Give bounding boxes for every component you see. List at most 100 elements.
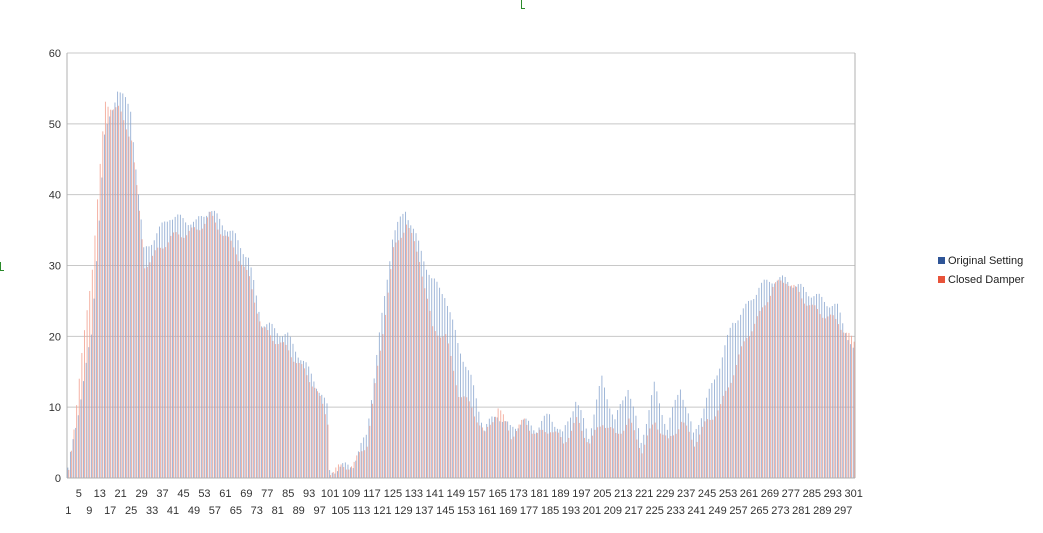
bar <box>316 388 318 478</box>
y-tick-label: 40 <box>49 190 61 202</box>
bar <box>203 216 205 478</box>
y-tick-label: 10 <box>49 402 61 414</box>
bar <box>392 247 394 478</box>
bar <box>623 430 625 478</box>
bar <box>585 428 587 478</box>
bar <box>560 437 562 478</box>
bar <box>520 424 522 478</box>
bar <box>682 399 684 478</box>
bar <box>212 215 214 478</box>
bar <box>735 365 737 478</box>
bar <box>475 398 477 478</box>
bar <box>110 109 112 479</box>
bar <box>436 281 438 478</box>
bar <box>229 230 231 478</box>
bar <box>374 383 376 478</box>
bar <box>288 350 290 478</box>
bar <box>678 429 680 478</box>
bar <box>499 421 501 478</box>
bar <box>606 399 608 478</box>
bar <box>708 388 710 478</box>
bar <box>123 120 125 478</box>
bar <box>619 404 621 478</box>
bar <box>679 389 681 478</box>
bar <box>604 427 606 478</box>
bar <box>179 214 181 479</box>
bar <box>529 430 531 478</box>
legend-label-original-setting: Original Setting <box>948 255 1023 267</box>
bar <box>853 341 855 478</box>
bar <box>156 233 158 478</box>
bar <box>843 332 845 478</box>
bar <box>819 314 821 478</box>
bar <box>764 305 766 478</box>
x-tick-label: 301 <box>845 488 863 500</box>
bar <box>245 257 247 478</box>
bar <box>187 225 189 478</box>
bar <box>489 424 491 478</box>
bar <box>667 438 669 478</box>
bar <box>405 211 407 478</box>
bar <box>738 354 740 478</box>
bar <box>607 427 609 478</box>
bar <box>476 422 478 478</box>
bar <box>289 336 291 478</box>
bar <box>703 408 705 478</box>
bar <box>714 416 716 478</box>
bar <box>297 357 299 478</box>
y-tick-label: 0 <box>55 473 61 485</box>
bar <box>481 422 482 478</box>
bar <box>423 261 425 478</box>
bar <box>440 337 441 478</box>
x-tick-label: 93 <box>303 488 315 500</box>
bar <box>386 279 388 478</box>
bar <box>219 218 221 478</box>
bar <box>776 280 778 478</box>
bar <box>481 427 483 478</box>
bar <box>382 334 384 478</box>
bar <box>200 215 202 479</box>
bar <box>450 355 452 478</box>
bar <box>172 219 174 479</box>
bar <box>420 250 422 478</box>
top-edge-mark <box>521 0 525 9</box>
bar <box>313 381 315 478</box>
legend-label-closed-damper: Closed Damper <box>948 274 1025 286</box>
x-tick-label: 293 <box>824 488 842 500</box>
bar <box>413 241 415 478</box>
bar <box>599 426 601 478</box>
bar <box>822 317 824 478</box>
x-tick-label: 73 <box>251 505 263 517</box>
bar <box>470 374 472 478</box>
x-tick-label: 133 <box>405 488 423 500</box>
bar <box>701 426 703 478</box>
bar <box>204 223 206 478</box>
bar <box>657 429 659 478</box>
bar <box>656 391 658 478</box>
bar <box>109 116 111 478</box>
bar <box>631 422 633 478</box>
bar <box>611 414 613 478</box>
bar <box>136 185 138 478</box>
bar <box>111 110 113 478</box>
bar <box>394 230 396 478</box>
bar <box>368 418 370 478</box>
bar <box>573 422 575 478</box>
x-tick-label: 77 <box>261 488 273 500</box>
bar <box>292 343 294 478</box>
bar <box>185 222 187 478</box>
x-tick-label: 173 <box>509 488 527 500</box>
bar <box>94 235 96 478</box>
bar <box>67 467 69 478</box>
bar <box>835 318 837 478</box>
bar <box>533 430 535 478</box>
bar <box>206 215 208 478</box>
bar <box>361 451 363 478</box>
x-tick-label: 97 <box>314 505 326 517</box>
bar <box>262 327 263 478</box>
x-tick-label: 213 <box>614 488 632 500</box>
bar <box>783 282 784 478</box>
bar <box>350 467 352 478</box>
bar <box>69 451 71 478</box>
bar <box>568 437 570 478</box>
